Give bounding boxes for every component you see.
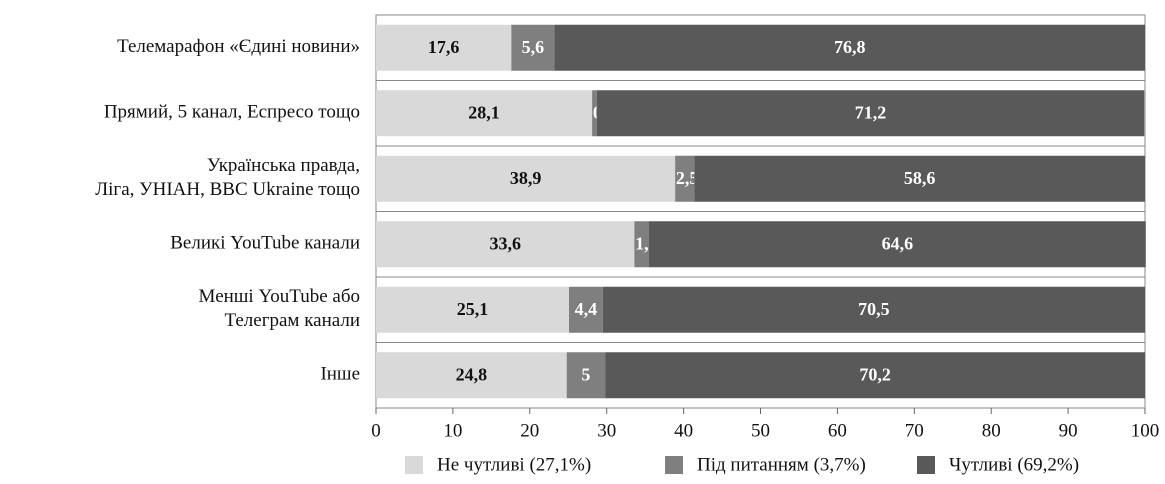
category-label: Телемарафон «Єдині новини» [117, 36, 360, 57]
bar-segment [648, 221, 1146, 268]
category-label: Прямий, 5 канал, Еспресо тощо [104, 102, 360, 123]
value-label: 70,2 [859, 364, 891, 384]
value-label: 5,6 [522, 37, 545, 57]
value-label: 24,8 [456, 364, 488, 384]
bar-segment [605, 352, 1145, 399]
value-label: 2,5 [676, 168, 699, 188]
value-label: 38,9 [510, 168, 542, 188]
value-label: 5 [581, 364, 590, 384]
x-tick-label: 90 [1059, 420, 1078, 441]
x-tick-label: 40 [674, 420, 693, 441]
legend-label: Під питанням (3,7%) [697, 454, 866, 475]
legend-swatch [665, 456, 683, 474]
x-tick-label: 30 [597, 420, 616, 441]
value-label: 25,1 [457, 299, 489, 319]
value-label: 17,6 [428, 37, 460, 57]
bar-segment [376, 90, 593, 137]
bar-segment [376, 24, 512, 71]
value-label: 64,6 [882, 233, 914, 253]
legend-swatch [405, 456, 423, 474]
bar-segment [596, 90, 1145, 137]
category-label: Українська правда, [207, 155, 360, 176]
bar-segment [376, 286, 570, 333]
bar-segment [675, 155, 695, 202]
category-label: Великі YouTube канали [170, 233, 360, 254]
value-label: 28,1 [468, 102, 500, 122]
legend-label: Не чутливі (27,1%) [437, 454, 591, 475]
bar-segment [376, 221, 635, 268]
bar-segment [634, 221, 649, 268]
category-label: Інше [320, 364, 360, 385]
bar-segment [592, 90, 597, 137]
bar-segment [554, 24, 1145, 71]
x-tick-label: 70 [905, 420, 924, 441]
value-label: 70,5 [858, 299, 890, 319]
bar-segment [569, 286, 603, 333]
bar-segment [376, 155, 676, 202]
value-label: 76,8 [834, 37, 866, 57]
value-label: 71,2 [855, 102, 887, 122]
legend-swatch [917, 456, 935, 474]
value-label: 33,6 [489, 233, 521, 253]
x-tick-label: 100 [1131, 420, 1160, 441]
x-tick-label: 60 [828, 420, 847, 441]
category-label: Менші YouTube або [199, 286, 360, 307]
category-label: Телеграм канали [224, 310, 360, 331]
legend-label: Чутливі (69,2%) [949, 454, 1079, 475]
category-label: Ліга, УНІАН, BBC Ukraine тощо [95, 179, 360, 200]
x-tick-label: 80 [982, 420, 1001, 441]
value-label: 58,6 [904, 168, 936, 188]
x-tick-label: 0 [371, 420, 381, 441]
bar-segment [602, 286, 1145, 333]
value-label: 4,4 [575, 299, 598, 319]
bar-segment [376, 352, 567, 399]
x-tick-label: 50 [751, 420, 770, 441]
x-tick-label: 20 [520, 420, 539, 441]
bar-segment [566, 352, 606, 399]
bar-segment [694, 155, 1145, 202]
x-tick-label: 10 [443, 420, 462, 441]
bar-segment [511, 24, 555, 71]
